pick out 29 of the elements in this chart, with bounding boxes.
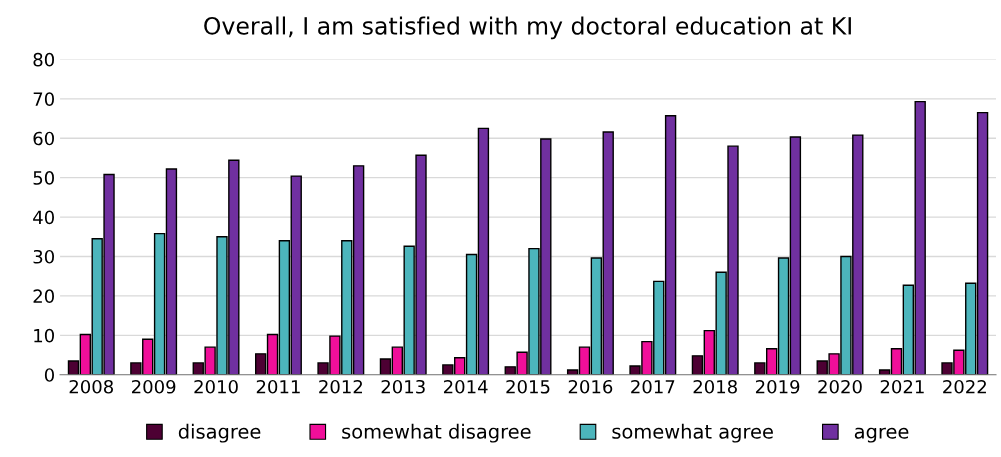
x-tick-label: 2012 [319, 379, 363, 394]
y-tick-label: 60 [33, 131, 54, 146]
y-tick-label: 30 [33, 249, 54, 264]
x-tick-label: 2021 [880, 379, 924, 394]
x-tick-label: 2009 [132, 379, 176, 394]
legend-label: somewhat disagree [342, 423, 531, 443]
x-tick-label: 2010 [194, 379, 238, 394]
legend-label: disagree [178, 423, 261, 443]
legend-label: somewhat agree [612, 423, 773, 443]
y-tick-label: 0 [44, 368, 54, 382]
x-tick-label: 2022 [943, 379, 986, 394]
x-tick-label: 2020 [818, 379, 862, 394]
x-tick-label: 2011 [256, 379, 300, 394]
y-tick-label: 70 [33, 92, 54, 106]
y-tick-label: 10 [34, 328, 54, 343]
chart-title: Overall, I am satisfied with my doctoral education at KI [204, 16, 851, 40]
x-tick-label: 2015 [506, 379, 550, 394]
y-tick-label: 20 [33, 289, 54, 304]
y-tick-label: 80 [33, 52, 54, 67]
x-tick-label: 2016 [568, 379, 613, 394]
x-tick-label: 2008 [69, 379, 113, 394]
y-tick-label: 50 [33, 171, 54, 185]
x-tick-label: 2018 [693, 379, 737, 394]
legend-label: agree [854, 427, 909, 443]
y-tick-label: 40 [33, 210, 54, 225]
x-tick-label: 2017 [631, 379, 675, 394]
x-tick-label: 2019 [755, 379, 800, 394]
x-tick-label: 2014 [443, 379, 488, 394]
x-tick-label: 2013 [381, 379, 425, 394]
